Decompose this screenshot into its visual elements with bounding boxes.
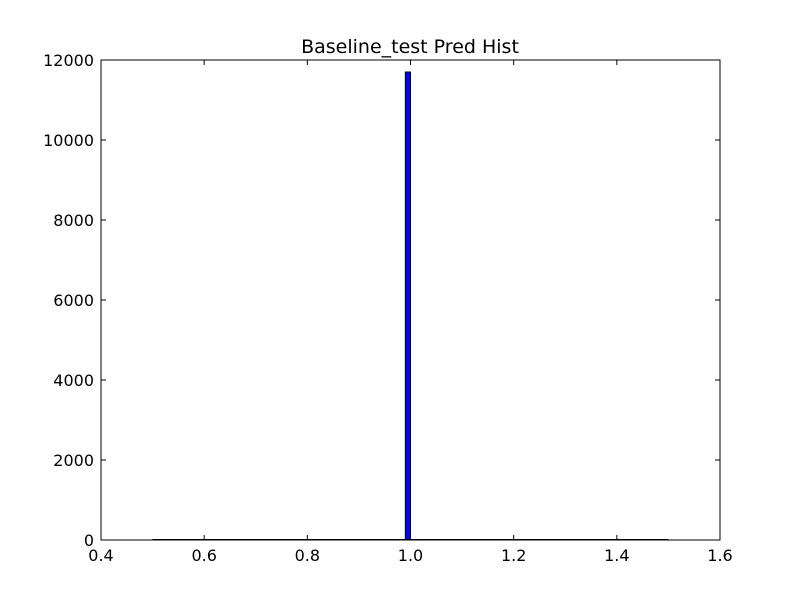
y-tick-label: 2000 xyxy=(53,451,94,470)
y-tick-label: 12000 xyxy=(43,51,94,70)
plot-area: 0.4 0.6 0.8 1.0 1.2 1.4 1.6 0 2000 4000 6000 8000 10… xyxy=(43,51,733,565)
y-tick-label: 10000 xyxy=(43,131,94,150)
y-tick-label: 6000 xyxy=(53,291,94,310)
x-tick-label: 1.2 xyxy=(501,546,526,565)
chart-title: Baseline_test Pred Hist xyxy=(301,36,519,58)
y-tick-label: 0 xyxy=(84,531,94,550)
y-tick-label: 8000 xyxy=(53,211,94,230)
x-tick-label: 0.4 xyxy=(88,546,113,565)
histogram-bar xyxy=(404,71,412,541)
x-tick-label: 1.6 xyxy=(707,546,732,565)
x-tick-label: 1.4 xyxy=(604,546,629,565)
y-tick-label: 4000 xyxy=(53,371,94,390)
x-tick-label: 0.6 xyxy=(191,546,216,565)
x-tick-label: 0.8 xyxy=(295,546,320,565)
x-tick-label: 1.0 xyxy=(398,546,423,565)
